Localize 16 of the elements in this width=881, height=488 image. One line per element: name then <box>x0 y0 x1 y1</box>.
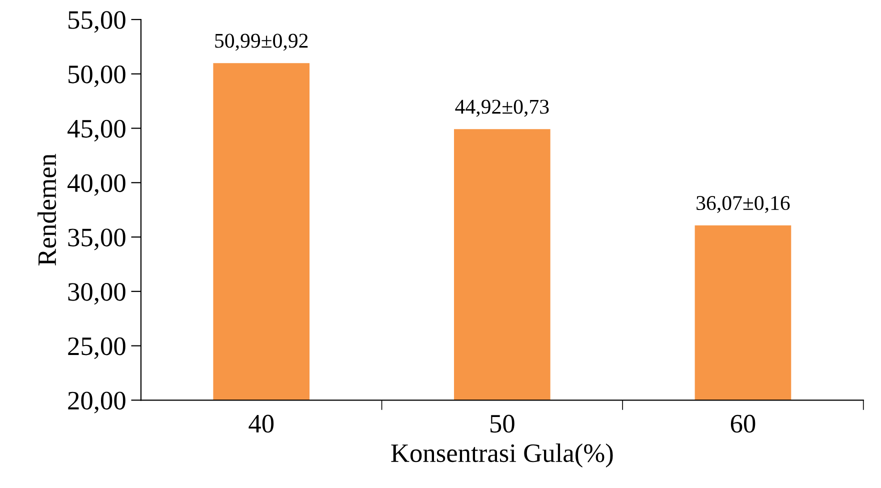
x-tick-label: 40 <box>248 414 274 433</box>
y-tick-label: 55,00 <box>68 11 126 33</box>
y-tick-label: 25,00 <box>68 337 126 359</box>
y-tick-label: 30,00 <box>68 283 126 305</box>
x-axis-title: Konsentrasi Gula(%) <box>391 444 613 468</box>
data-label: 44,92±0,73 <box>455 100 549 117</box>
y-tick-label: 50,00 <box>68 66 126 88</box>
y-tick-label: 35,00 <box>68 228 126 250</box>
x-tick-label: 50 <box>490 414 514 433</box>
y-tick-label: 45,00 <box>68 120 126 142</box>
x-tick-label: 60 <box>730 414 756 433</box>
data-label: 50,99±0,92 <box>215 34 308 51</box>
y-tick-label: 40,00 <box>68 174 126 196</box>
y-axis-title: Rendemen <box>38 154 56 266</box>
y-tick-label: 20,00 <box>68 392 126 414</box>
data-label: 36,07±0,16 <box>696 196 790 214</box>
